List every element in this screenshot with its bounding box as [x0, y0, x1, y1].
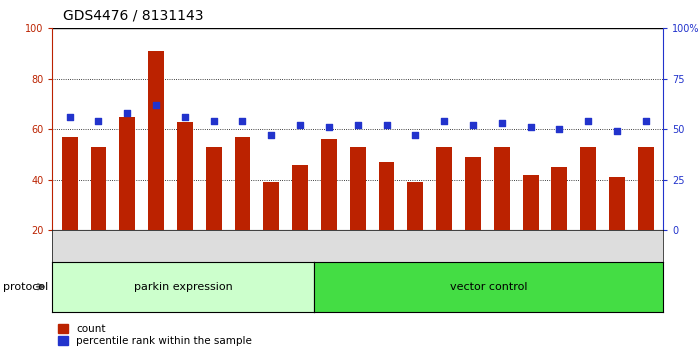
Text: protocol: protocol	[3, 282, 49, 292]
Text: vector control: vector control	[450, 282, 528, 292]
Bar	[408, 182, 423, 230]
Point	[438, 118, 450, 124]
Point	[295, 122, 306, 128]
Point	[525, 124, 536, 130]
Text: GDS4476 / 8131143: GDS4476 / 8131143	[63, 9, 203, 23]
Point	[352, 122, 364, 128]
Bar	[350, 147, 366, 230]
Point	[496, 120, 507, 126]
Point	[554, 126, 565, 132]
Bar	[638, 147, 654, 230]
Bar	[523, 175, 538, 230]
Bar	[551, 167, 567, 230]
Bar	[494, 147, 510, 230]
Bar	[580, 147, 596, 230]
Point	[208, 118, 219, 124]
Bar	[177, 122, 193, 230]
Bar	[292, 165, 308, 230]
Legend: count, percentile rank within the sample: count, percentile rank within the sample	[57, 324, 252, 346]
Point	[266, 132, 277, 138]
Point	[468, 122, 479, 128]
Bar	[378, 162, 394, 230]
Point	[151, 102, 162, 108]
Bar	[263, 182, 279, 230]
Bar	[61, 137, 77, 230]
Point	[611, 129, 623, 134]
Point	[381, 122, 392, 128]
Point	[64, 114, 75, 120]
Bar	[321, 139, 337, 230]
Point	[93, 118, 104, 124]
Bar	[119, 116, 135, 230]
Bar	[235, 137, 251, 230]
Point	[323, 124, 334, 130]
Bar	[206, 147, 221, 230]
Bar	[148, 51, 164, 230]
Point	[410, 132, 421, 138]
Point	[179, 114, 191, 120]
Point	[640, 118, 651, 124]
Bar	[609, 177, 625, 230]
Point	[583, 118, 594, 124]
Point	[237, 118, 248, 124]
Point	[121, 110, 133, 116]
Bar	[465, 157, 481, 230]
Text: parkin expression: parkin expression	[134, 282, 232, 292]
Bar	[91, 147, 106, 230]
Bar	[436, 147, 452, 230]
